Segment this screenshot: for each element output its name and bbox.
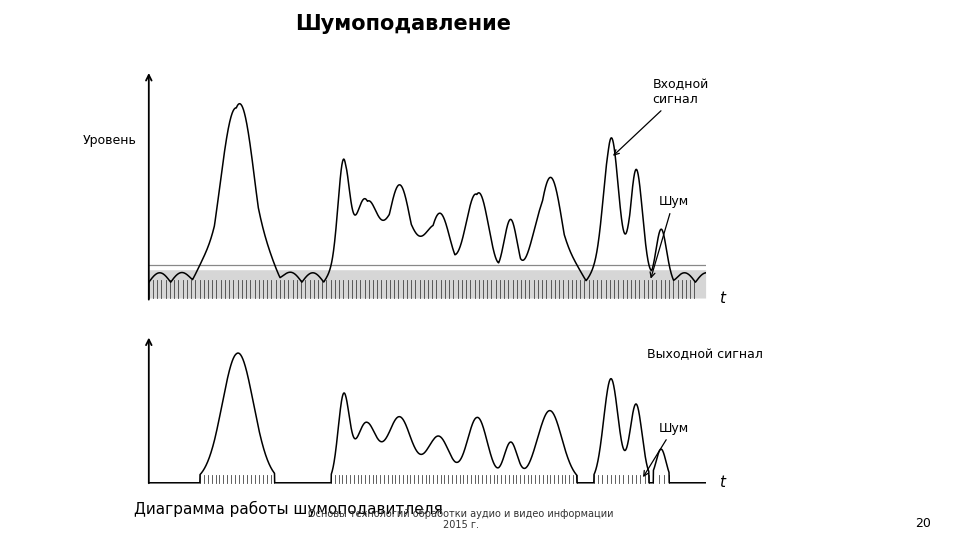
Text: Входной
сигнал: Входной сигнал <box>614 78 708 155</box>
Text: Диаграмма работы шумоподавитлеля: Диаграмма работы шумоподавитлеля <box>133 501 443 517</box>
Text: Выходной сигнал: Выходной сигнал <box>647 348 763 361</box>
Text: t: t <box>720 291 726 306</box>
Text: Уровень: Уровень <box>83 134 136 147</box>
Text: 20: 20 <box>915 517 931 530</box>
Text: Основы технологий обработки аудио и видео информации
2015 г.: Основы технологий обработки аудио и виде… <box>308 509 613 530</box>
Text: Шумоподавление: Шумоподавление <box>296 14 511 33</box>
Text: Шум: Шум <box>650 195 688 278</box>
Text: t: t <box>720 475 726 490</box>
Text: Шум: Шум <box>644 422 688 476</box>
